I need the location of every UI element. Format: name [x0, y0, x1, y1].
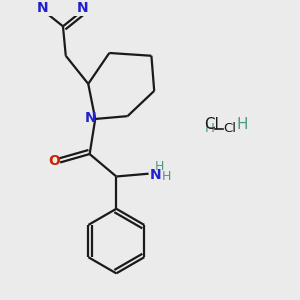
- Text: O: O: [48, 154, 60, 168]
- Text: H: H: [154, 160, 164, 173]
- Text: N: N: [37, 1, 49, 15]
- Text: Cl: Cl: [204, 117, 219, 132]
- Text: N: N: [150, 168, 161, 182]
- Text: H: H: [237, 117, 248, 132]
- Text: H: H: [161, 170, 171, 183]
- Text: H: H: [205, 122, 214, 135]
- Text: Cl: Cl: [223, 122, 236, 135]
- Text: N: N: [84, 110, 96, 124]
- Text: N: N: [77, 1, 89, 15]
